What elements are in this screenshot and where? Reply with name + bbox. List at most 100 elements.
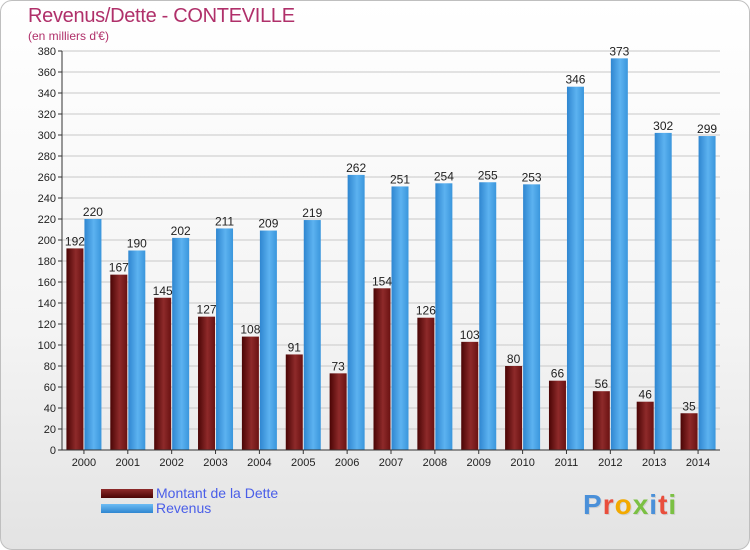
y-tick-label: 160 <box>38 277 56 289</box>
data-label-dette: 108 <box>240 323 260 337</box>
x-tick-label: 2012 <box>598 457 622 469</box>
y-tick-label: 200 <box>38 235 56 247</box>
y-tick-label: 0 <box>50 445 56 457</box>
data-label-dette: 46 <box>639 388 653 402</box>
x-tick-label: 2006 <box>335 457 359 469</box>
y-tick-label: 360 <box>38 67 56 79</box>
data-label-revenus: 262 <box>346 161 366 175</box>
data-label-revenus: 251 <box>390 172 410 186</box>
x-tick-label: 2005 <box>291 457 315 469</box>
logo-letter: x <box>632 489 650 520</box>
y-tick-label: 60 <box>44 382 56 394</box>
x-tick-label: 2014 <box>686 457 710 469</box>
bar-revenus <box>391 186 409 450</box>
y-tick-label: 140 <box>38 298 56 310</box>
data-label-revenus: 346 <box>565 73 585 87</box>
y-tick-label: 240 <box>38 193 56 205</box>
data-label-revenus: 209 <box>258 217 278 231</box>
y-tick-label: 320 <box>38 109 56 121</box>
x-tick-label: 2009 <box>466 457 490 469</box>
bar-dette <box>329 373 347 450</box>
y-tick-label: 340 <box>38 88 56 100</box>
bar-dette <box>505 366 523 450</box>
bar-revenus <box>610 58 628 450</box>
bar-dette <box>636 401 654 450</box>
legend-label-debt: Montant de la Dette <box>156 485 279 501</box>
chart-title: Revenus/Dette - CONTEVILLE <box>28 5 295 27</box>
bar-dette <box>592 391 610 450</box>
y-tick-label: 20 <box>44 424 56 436</box>
bar-dette <box>461 341 479 450</box>
x-tick-label: 2004 <box>247 457 271 469</box>
data-label-revenus: 190 <box>127 237 147 251</box>
data-label-dette: 103 <box>460 328 480 342</box>
data-label-dette: 167 <box>109 261 129 275</box>
bar-revenus <box>128 250 146 450</box>
y-tick-label: 180 <box>38 256 56 268</box>
y-tick-label: 260 <box>38 172 56 184</box>
axis-layer: 0 20 40 60 80 100 120 140 160 180 200 220 240 260 280 3… <box>38 46 720 469</box>
bar-revenus <box>523 184 541 450</box>
grid-layer <box>62 50 720 430</box>
x-tick-label: 2000 <box>72 457 96 469</box>
bar-revenus <box>479 182 497 450</box>
data-label-revenus: 202 <box>171 224 191 238</box>
chart-subtitle: (en milliers d'€) <box>28 29 109 43</box>
data-label-dette: 127 <box>197 303 217 317</box>
bar-revenus <box>698 136 716 451</box>
data-label-dette: 154 <box>372 274 392 288</box>
y-tick-label: 100 <box>38 340 56 352</box>
logo-letter: o <box>614 489 633 520</box>
y-tick-label: 80 <box>44 361 56 373</box>
legend-swatch-revenus <box>101 504 153 513</box>
data-label-revenus: 253 <box>522 170 542 184</box>
bar-revenus <box>216 228 234 450</box>
bar-dette <box>548 380 566 450</box>
bar-dette <box>241 336 259 450</box>
bar-revenus <box>84 219 102 450</box>
x-tick-label: 2013 <box>642 457 666 469</box>
bar-revenus <box>303 220 321 450</box>
x-tick-label: 2001 <box>116 457 140 469</box>
logo-letter: r <box>602 489 615 520</box>
data-label-dette: 145 <box>153 284 173 298</box>
data-label-revenus: 219 <box>302 206 322 220</box>
data-label-revenus: 302 <box>653 119 673 133</box>
y-tick-label: 300 <box>38 130 56 142</box>
data-label-revenus: 254 <box>434 169 454 183</box>
logo-letter: i <box>649 489 659 520</box>
y-tick-label: 280 <box>38 151 56 163</box>
y-tick-label: 120 <box>38 319 56 331</box>
bar-revenus <box>347 174 365 450</box>
x-tick-label: 2008 <box>423 457 447 469</box>
bars-layer <box>66 58 716 451</box>
bar-dette <box>680 413 698 450</box>
bar-dette <box>417 317 435 450</box>
x-tick-label: 2002 <box>159 457 183 469</box>
x-tick-label: 2007 <box>379 457 403 469</box>
bar-revenus <box>259 230 277 450</box>
bar-revenus <box>566 86 584 450</box>
logo-letter: t <box>658 489 669 520</box>
bar-dette <box>285 354 303 450</box>
y-tick-label: 40 <box>44 403 56 415</box>
x-tick-label: 2010 <box>510 457 534 469</box>
y-tick-label: 220 <box>38 214 56 226</box>
data-label-dette: 126 <box>416 304 436 318</box>
bar-dette <box>154 297 172 450</box>
bar-dette <box>66 248 84 450</box>
data-label-revenus: 211 <box>215 214 234 228</box>
proxiti-logo: Proxiti <box>583 489 677 521</box>
data-label-dette: 80 <box>507 352 521 366</box>
bar-revenus <box>172 237 190 450</box>
bar-revenus <box>435 183 453 451</box>
x-tick-label: 2003 <box>203 457 227 469</box>
data-label-revenus: 299 <box>697 122 717 136</box>
bar-dette <box>198 316 216 450</box>
labels-layer: 192 220 167 190 145 202 127 211 108 209 91 219 73 262… <box>65 44 717 413</box>
data-label-revenus: 255 <box>478 168 498 182</box>
bar-dette <box>110 274 128 450</box>
x-tick-label: 2011 <box>555 457 579 469</box>
